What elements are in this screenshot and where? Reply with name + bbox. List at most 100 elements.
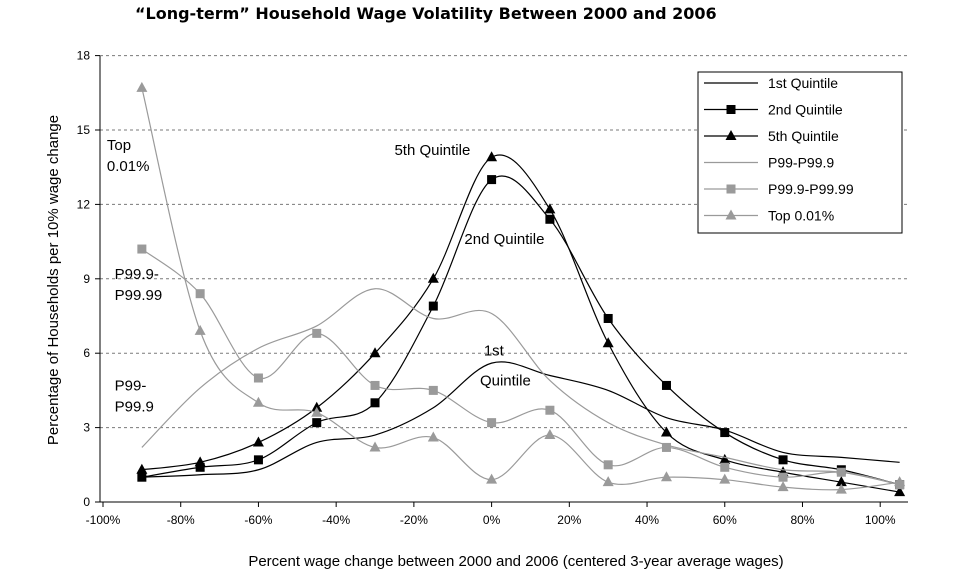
legend-label: 1st Quintile [768,75,838,91]
data-point [720,428,730,438]
data-point [777,481,789,492]
data-point [136,81,148,92]
data-point [660,471,672,482]
data-point [370,380,380,390]
data-point [137,472,147,482]
data-point [311,406,323,417]
y-axis-label: Percentage of Households per 10% wage ch… [45,115,62,445]
data-point [252,436,264,447]
legend-swatch-marker [726,105,736,114]
series-line [141,175,900,486]
data-point [136,463,148,474]
data-point [253,455,263,465]
x-tick-label: 0% [483,513,501,527]
y-tick-label: 18 [77,49,91,63]
data-point [370,398,380,408]
data-point [719,473,731,484]
data-point [835,476,847,487]
chart-annotation: 2nd Quintile [464,231,544,248]
legend-box [697,71,903,234]
x-tick-label: -40% [322,513,350,527]
chart-title: “Long-term” Household Wage Volatility Be… [135,4,717,23]
chart-annotation: Top [107,137,131,154]
data-point [660,426,672,437]
y-tick-label: 9 [83,272,90,286]
series-p99-p99-9 [141,288,900,486]
data-point [253,373,263,383]
data-point [778,472,788,482]
y-tick-label: 15 [77,123,91,137]
data-point [194,324,206,335]
data-point [312,328,322,338]
gridlines [100,55,908,429]
data-point [836,467,846,477]
x-tick-label: 40% [635,513,659,527]
data-point [427,431,439,442]
data-point [194,456,206,467]
series-line [141,248,900,486]
data-point [195,462,205,472]
y-axis-ticks: 0 3 6 9 12 15 18 [77,49,100,509]
legend-label: 5th Quintile [768,128,839,144]
chart-annotation: P99.9 [115,398,154,415]
x-tick-label: -80% [167,513,195,527]
data-point [544,429,556,440]
data-point [487,175,497,185]
data-point [427,272,439,283]
chart-annotation: Quintile [480,372,531,389]
y-tick-label: 6 [83,346,90,360]
data-point [369,347,381,358]
data-point [428,301,438,311]
y-tick-label: 12 [77,197,91,211]
legend-label: 2nd Quintile [768,102,843,118]
data-point [603,313,613,323]
data-point [545,405,555,415]
series-group [136,81,906,497]
series-line [141,361,900,478]
chart-annotation: P99.9- [115,266,159,283]
y-tick-label: 3 [83,421,90,435]
legend-swatch-marker [725,130,737,140]
data-point [195,289,205,299]
data-point [428,385,438,395]
y-tick-label: 0 [83,495,90,509]
x-axis-label: Percent wage change between 2000 and 200… [248,553,783,570]
legend-label: Top 0.01% [768,208,834,224]
series-1st-quintile [141,361,900,478]
legend-label: P99.9-P99.99 [768,181,854,197]
chart-annotation: P99.99 [115,287,163,304]
data-point [312,418,322,428]
x-tick-label: -20% [400,513,428,527]
x-tick-label: 60% [713,513,737,527]
x-tick-label: -100% [86,513,121,527]
data-point [486,151,498,162]
data-point [486,473,498,484]
legend: 1st Quintile 2nd Quintile 5th Quintile P99-… [697,71,903,234]
series-p99-9-p99-99 [137,244,905,490]
data-point [894,486,906,497]
data-point [602,476,614,487]
chart-annotation: 5th Quintile [394,142,470,159]
series-line [141,288,900,486]
x-tick-label: -60% [244,513,272,527]
x-tick-label: 20% [557,513,581,527]
x-tick-label: 100% [865,513,896,527]
data-point [835,483,847,494]
legend-swatch-marker [726,184,736,194]
data-point [252,396,264,407]
data-point [544,203,556,214]
data-point [894,476,906,487]
legend-label: P99-P99.9 [768,155,834,171]
data-point [137,244,147,254]
series-top-0-01- [136,81,906,494]
data-point [720,462,730,472]
annotations: Top 0.01% 5th Quintile 2nd Quintile P99.9- P9… [107,137,545,416]
series-5th-quintile [136,151,906,497]
data-point [369,441,381,452]
data-point [487,418,497,428]
data-point [719,453,731,464]
data-point [661,380,671,390]
chart-annotation: 1st [484,343,505,360]
data-point [661,442,671,452]
